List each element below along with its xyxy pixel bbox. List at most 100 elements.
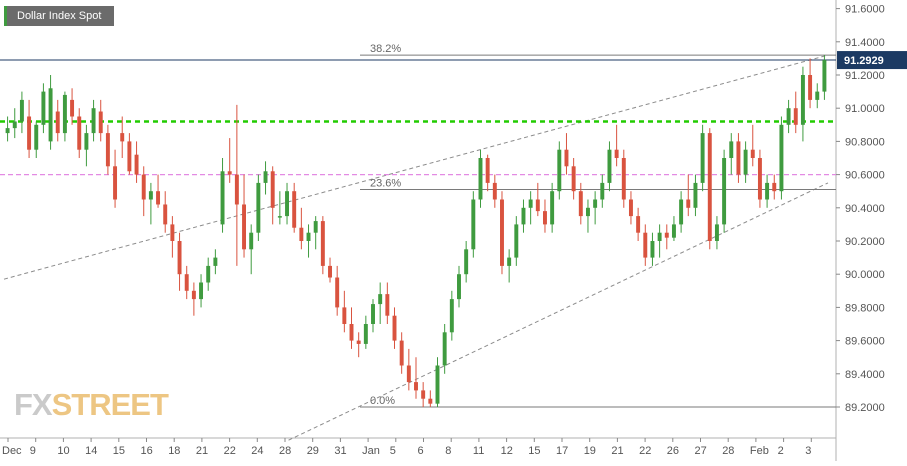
- candle-body: [822, 60, 827, 92]
- candle-body: [285, 191, 289, 217]
- candle-body: [277, 216, 282, 218]
- x-tick-label: 11: [473, 445, 484, 457]
- candle-body: [249, 232, 254, 250]
- candle-body: [5, 128, 10, 134]
- x-tick-label: 28: [279, 445, 291, 457]
- y-tick-label: 90.2000: [845, 236, 885, 248]
- candle-body: [607, 149, 612, 183]
- candle-body: [55, 111, 60, 134]
- x-tick-label: 18: [168, 445, 180, 457]
- candle-body: [48, 88, 53, 142]
- candle-body: [650, 241, 655, 258]
- x-tick-label: 28: [722, 445, 734, 457]
- watermark-street: STREET: [51, 387, 169, 422]
- candle-body: [707, 133, 712, 241]
- candle-body: [113, 166, 118, 200]
- candle-body: [600, 182, 605, 200]
- x-tick-label: 17: [556, 445, 568, 457]
- y-tick-label: 90.0000: [845, 269, 885, 281]
- candle-body: [442, 332, 447, 366]
- symbol-label[interactable]: Dollar Index Spot: [4, 6, 114, 26]
- x-tick-label: 29: [307, 445, 319, 457]
- x-tick-label: 22: [639, 445, 651, 457]
- candle-body: [449, 299, 454, 333]
- candle-body: [636, 216, 641, 233]
- x-tick-label: 15: [113, 445, 125, 457]
- candle-body: [521, 207, 526, 225]
- x-tick-label: 3: [805, 445, 811, 457]
- x-tick-label: 16: [141, 445, 153, 457]
- y-tick-label: 89.2000: [845, 402, 885, 414]
- y-tick-label: 90.8000: [845, 136, 885, 148]
- candle-body: [98, 111, 103, 134]
- fxstreet-watermark: FXSTREET: [14, 387, 169, 423]
- candle-body: [27, 116, 32, 150]
- y-tick-label: 91.4000: [845, 37, 885, 49]
- candle-body: [464, 249, 469, 275]
- x-tick-label: 14: [85, 445, 97, 457]
- candle-body: [77, 116, 82, 150]
- x-tick-label: 8: [445, 445, 451, 457]
- candle-body: [306, 232, 311, 241]
- candle-body: [571, 166, 576, 192]
- candle-body: [148, 191, 153, 200]
- candle-body: [134, 154, 139, 175]
- candle-body: [614, 149, 619, 158]
- candle-body: [808, 75, 813, 100]
- x-tick-label: Feb: [750, 445, 769, 457]
- candle-body: [492, 182, 497, 200]
- candle-body: [399, 340, 404, 366]
- candle-body: [628, 199, 633, 217]
- candle-body: [779, 124, 784, 192]
- candle-body: [41, 91, 46, 125]
- x-tick-label: Dec: [2, 445, 22, 457]
- candle-body: [299, 227, 304, 241]
- candle-body: [84, 133, 89, 150]
- x-tick-label: Jan: [362, 445, 380, 457]
- candle-body: [700, 133, 705, 183]
- candle-body: [227, 171, 232, 175]
- candle-body: [199, 282, 204, 300]
- candle-body: [815, 91, 820, 100]
- candle-body: [757, 158, 762, 200]
- candle-body: [485, 158, 490, 183]
- candle-body: [543, 211, 547, 225]
- x-tick-label: 5: [390, 445, 396, 457]
- candle-body: [593, 199, 598, 208]
- y-tick-label: 91.6000: [845, 4, 885, 16]
- candle-body: [270, 171, 275, 208]
- candle-body: [557, 149, 562, 192]
- candle-body: [800, 75, 805, 125]
- x-tick-label: 27: [695, 445, 707, 457]
- candle-body: [457, 274, 461, 300]
- candle-body: [34, 124, 39, 150]
- candle-body: [750, 149, 755, 158]
- candle-body: [19, 99, 24, 122]
- candle-body: [793, 108, 798, 125]
- candle-body: [406, 365, 411, 383]
- y-tick-label: 91.0000: [845, 103, 885, 115]
- candle-body: [242, 204, 247, 250]
- candle-body: [714, 224, 719, 241]
- trendline-lower-channel: [288, 182, 829, 441]
- candle-body: [163, 204, 168, 225]
- last-price-label: 91.2929: [844, 55, 884, 67]
- candle-body: [471, 199, 476, 250]
- candle-body: [564, 149, 569, 167]
- x-tick-label: 19: [584, 445, 596, 457]
- candle-body: [378, 294, 383, 305]
- candle-body: [220, 171, 225, 225]
- candle-body: [414, 382, 418, 391]
- candle-body: [156, 191, 161, 205]
- y-tick-label: 89.8000: [845, 302, 885, 314]
- fib-label: 0.0%: [370, 395, 395, 407]
- candle-body: [686, 199, 691, 208]
- x-tick-label: 22: [224, 445, 236, 457]
- y-tick-label: 89.6000: [845, 336, 885, 348]
- x-tick-label: 31: [334, 445, 346, 457]
- x-tick-label: 9: [30, 445, 36, 457]
- candle-body: [786, 108, 791, 125]
- candle-body: [578, 191, 583, 217]
- x-tick-label: 26: [667, 445, 679, 457]
